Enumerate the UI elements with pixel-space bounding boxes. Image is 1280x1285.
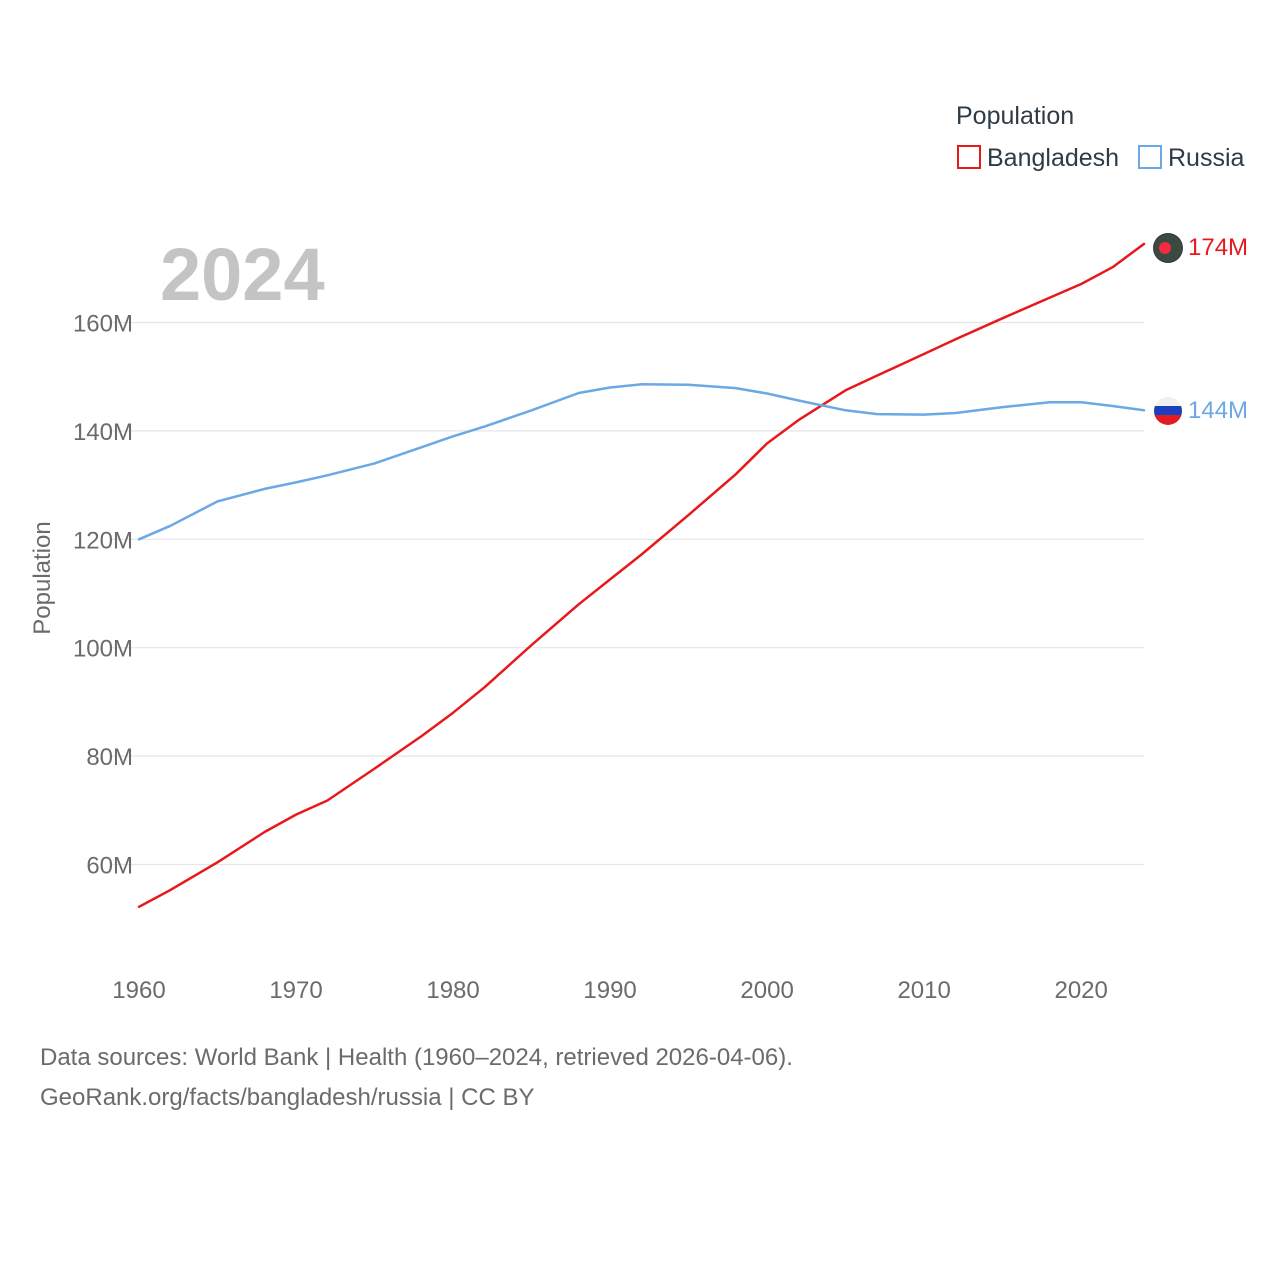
x-tick-label: 1980 (426, 977, 479, 1004)
y-axis-ticks: 60M 80M 100M 120M 140M 160M (73, 311, 133, 880)
series-line-bangladesh[interactable] (137, 242, 1146, 909)
x-tick-label: 1990 (583, 977, 636, 1004)
year-watermark: 2024 (160, 233, 325, 316)
series-line-russia[interactable] (137, 383, 1146, 541)
end-label-bangladesh: 174M (1188, 234, 1248, 261)
footer-source: Data sources: World Bank | Health (1960–… (40, 1044, 793, 1071)
legend-swatch-russia[interactable] (1138, 145, 1162, 169)
legend: Population Bangladesh Russia (956, 102, 1245, 172)
end-label-russia: 144M (1188, 397, 1248, 424)
x-tick-label: 1970 (269, 977, 322, 1004)
x-tick-label: 1960 (112, 977, 165, 1004)
x-tick-label: 2010 (897, 977, 950, 1004)
y-tick-label: 80M (86, 744, 133, 771)
y-tick-label: 100M (73, 636, 133, 663)
series-lines (137, 242, 1146, 909)
y-axis-title: Population (29, 521, 56, 634)
x-tick-label: 2020 (1054, 977, 1107, 1004)
y-tick-label: 60M (86, 853, 133, 880)
legend-label-bangladesh[interactable]: Bangladesh (987, 144, 1119, 172)
gridlines (110, 321, 1144, 866)
x-axis-ticks: 1960 1970 1980 1990 2000 2010 2020 (112, 977, 1108, 1004)
bangladesh-flag-icon (1153, 233, 1183, 263)
y-tick-label: 140M (73, 419, 133, 446)
footer-credit[interactable]: GeoRank.org/facts/bangladesh/russia | CC… (40, 1084, 535, 1111)
y-tick-label: 160M (73, 311, 133, 338)
y-tick-label: 120M (73, 527, 133, 554)
legend-title: Population (956, 102, 1074, 130)
legend-swatch-bangladesh[interactable] (957, 145, 981, 169)
russia-flag-icon (1154, 397, 1182, 425)
legend-label-russia[interactable]: Russia (1168, 144, 1245, 172)
x-tick-label: 2000 (740, 977, 793, 1004)
